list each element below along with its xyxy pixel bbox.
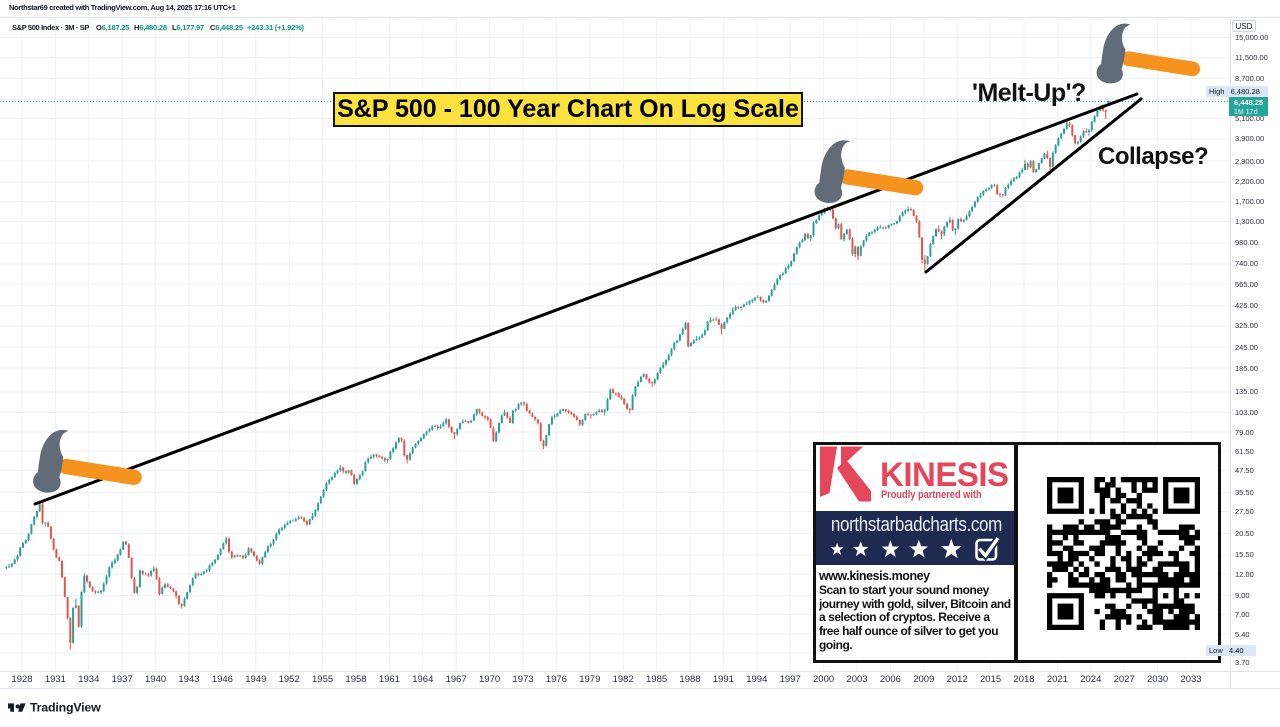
- svg-text:TradingView: TradingView: [30, 700, 101, 714]
